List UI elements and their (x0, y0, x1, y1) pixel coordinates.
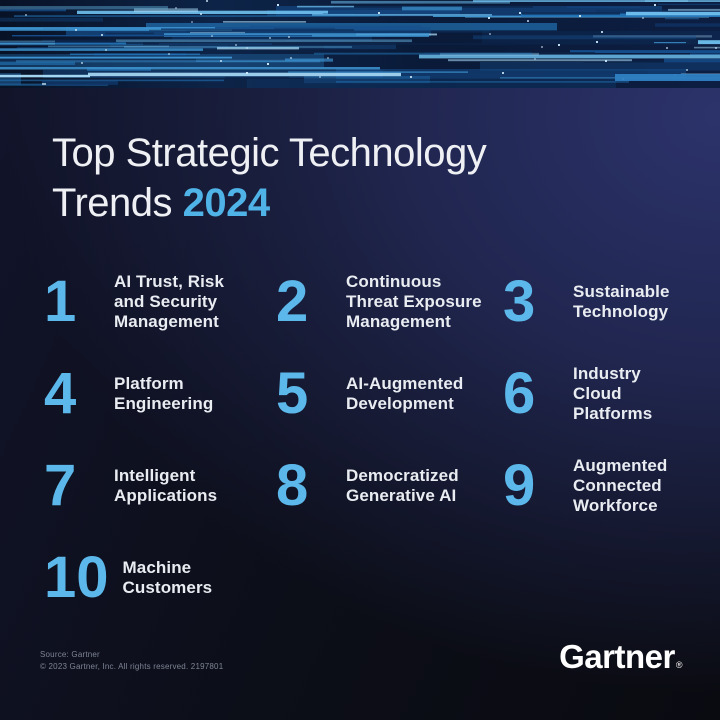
trend-number: 3 (503, 268, 536, 334)
trend-label: Intelligent Applications (114, 466, 218, 505)
trend-number: 9 (503, 452, 536, 518)
trend-label: Augmented Connected Workforce (573, 456, 668, 515)
trend-item: 8 Democratized Generative AI (276, 440, 503, 532)
title-year: 2024 (182, 181, 270, 226)
trend-label: Continuous Threat Exposure Management (346, 272, 482, 331)
trend-item: 3 Sustainable Technology (503, 256, 696, 348)
gartner-logo-text: Gartner (559, 638, 675, 675)
trend-item: 10 Machine Customers (44, 532, 276, 624)
trend-item: 7 Intelligent Applications (44, 440, 276, 532)
registered-trademark-icon: ® (675, 660, 683, 670)
title-line2: Trends (52, 181, 183, 226)
trend-item: 9 Augmented Connected Workforce (503, 440, 696, 532)
trend-number: 5 (276, 360, 309, 426)
trend-number: 2 (276, 268, 309, 334)
gartner-logo: Gartner® (559, 638, 682, 676)
trend-number: 8 (276, 452, 309, 518)
trend-number: 1 (44, 268, 77, 334)
trend-label: AI Trust, Risk and Security Management (114, 272, 225, 331)
trend-label: Industry Cloud Platforms (573, 364, 653, 423)
source-note: Source: Gartner © 2023 Gartner, Inc. All… (40, 649, 223, 673)
trend-label: Democratized Generative AI (346, 466, 459, 505)
trend-number: 6 (503, 360, 536, 426)
trend-label: Sustainable Technology (573, 282, 670, 321)
source-line2: © 2023 Gartner, Inc. All rights reserved… (40, 662, 224, 671)
banner-art (0, 0, 720, 88)
trend-item: 4 Platform Engineering (44, 348, 276, 440)
trend-number: 7 (44, 452, 77, 518)
trend-label: AI-Augmented Development (346, 374, 464, 413)
trend-item: 2 Continuous Threat Exposure Management (276, 256, 503, 348)
trends-list: 1 AI Trust, Risk and Security Management… (44, 256, 696, 624)
trend-number: 10 (44, 544, 109, 610)
title-line1: Top Strategic Technology (52, 131, 487, 175)
source-line1: Source: Gartner (40, 650, 100, 659)
trend-label: Platform Engineering (114, 374, 214, 413)
trend-item: 1 AI Trust, Risk and Security Management (44, 256, 276, 348)
trend-item: 6 Industry Cloud Platforms (503, 348, 696, 440)
tech-lines-banner (0, 0, 720, 88)
trend-number: 4 (44, 360, 77, 426)
trend-item: 5 AI-Augmented Development (276, 348, 503, 440)
page-title: Top Strategic Technology Trends 2024 (52, 128, 487, 229)
trend-label: Machine Customers (122, 558, 213, 597)
